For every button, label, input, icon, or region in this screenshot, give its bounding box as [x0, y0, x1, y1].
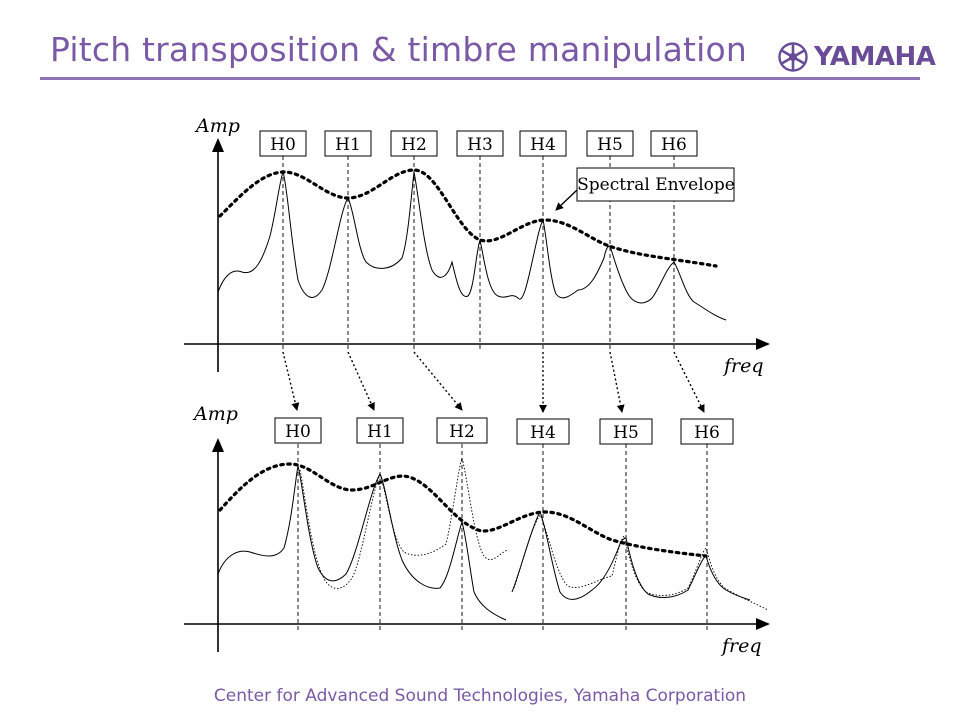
arrow-h5 — [609, 351, 625, 413]
bottom-label-h0: H0 — [285, 422, 311, 442]
top-x-axis-arrow — [756, 338, 770, 350]
arrow-h6 — [673, 351, 705, 413]
slide-footer: Center for Advanced Sound Technologies, … — [213, 686, 747, 706]
bottom-label-h6: H6 — [694, 423, 720, 443]
top-freq-label: freq — [722, 355, 764, 377]
bottom-spectral-envelope — [218, 462, 708, 558]
top-spectrum-curve — [217, 170, 727, 321]
bottom-harmonic-guides — [297, 444, 708, 632]
top-label-h1: H1 — [335, 135, 361, 155]
yamaha-logo: YAMAHA — [778, 40, 936, 74]
bottom-label-h5: H5 — [613, 423, 639, 443]
top-spectral-envelope — [218, 168, 718, 268]
slide-title: Pitch transposition & timbre manipulatio… — [50, 30, 748, 69]
top-panel: Amp freq H0 H1 H2 H3 H4 H5 H6 — [184, 115, 770, 377]
bottom-amp-label: Amp — [192, 403, 238, 425]
arrow-h2 — [413, 351, 463, 411]
spectral-envelope-callout-box — [576, 167, 735, 202]
bottom-harmonic-labels: H0 H1 H2 H4 H5 H6 — [274, 417, 734, 445]
top-label-h5: H5 — [597, 135, 623, 155]
bottom-y-axis-arrow — [212, 438, 224, 452]
bottom-label-h1: H1 — [367, 422, 393, 442]
top-label-h6: H6 — [661, 135, 687, 155]
bottom-freq-label: freq — [720, 635, 762, 657]
top-label-h0: H0 — [270, 135, 296, 155]
title-underline — [40, 77, 920, 80]
top-amp-label: Amp — [194, 115, 240, 137]
top-label-h4: H4 — [530, 135, 556, 155]
top-y-axis-arrow — [212, 138, 224, 152]
top-harmonic-labels: H0 H1 H2 H3 H4 H5 H6 — [259, 130, 698, 157]
bottom-original-spectrum — [299, 456, 769, 611]
arrow-h1 — [347, 351, 375, 411]
top-harmonic-guides — [282, 156, 675, 352]
bottom-label-h4: H4 — [530, 423, 556, 443]
bottom-x-axis-arrow — [756, 618, 770, 630]
top-label-h3: H3 — [467, 135, 493, 155]
arrow-h0 — [282, 351, 300, 411]
spectral-envelope-callout-text: Spectral Envelope — [577, 175, 735, 195]
bottom-label-h2: H2 — [449, 422, 475, 442]
callout-arrow — [555, 189, 578, 211]
transposition-arrows — [282, 351, 705, 413]
tuning-fork-emblem-icon — [778, 42, 808, 72]
top-label-h2: H2 — [401, 135, 427, 155]
logo-wordmark: YAMAHA — [814, 42, 936, 72]
bottom-panel: Amp freq H0 H1 H2 H4 H5 H6 — [184, 403, 770, 657]
bottom-transposed-spectrum — [217, 465, 751, 621]
